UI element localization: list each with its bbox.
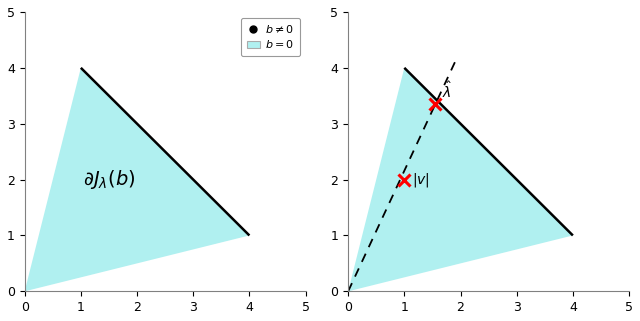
- Text: $\partial J_{\lambda}(b)$: $\partial J_{\lambda}(b)$: [83, 168, 135, 191]
- Legend: $b \neq 0$, $b = 0$: $b \neq 0$, $b = 0$: [241, 18, 300, 56]
- Polygon shape: [25, 68, 250, 291]
- Polygon shape: [348, 68, 573, 291]
- Text: $\hat{\lambda}$: $\hat{\lambda}$: [442, 81, 452, 101]
- Text: $|v|$: $|v|$: [412, 170, 429, 188]
